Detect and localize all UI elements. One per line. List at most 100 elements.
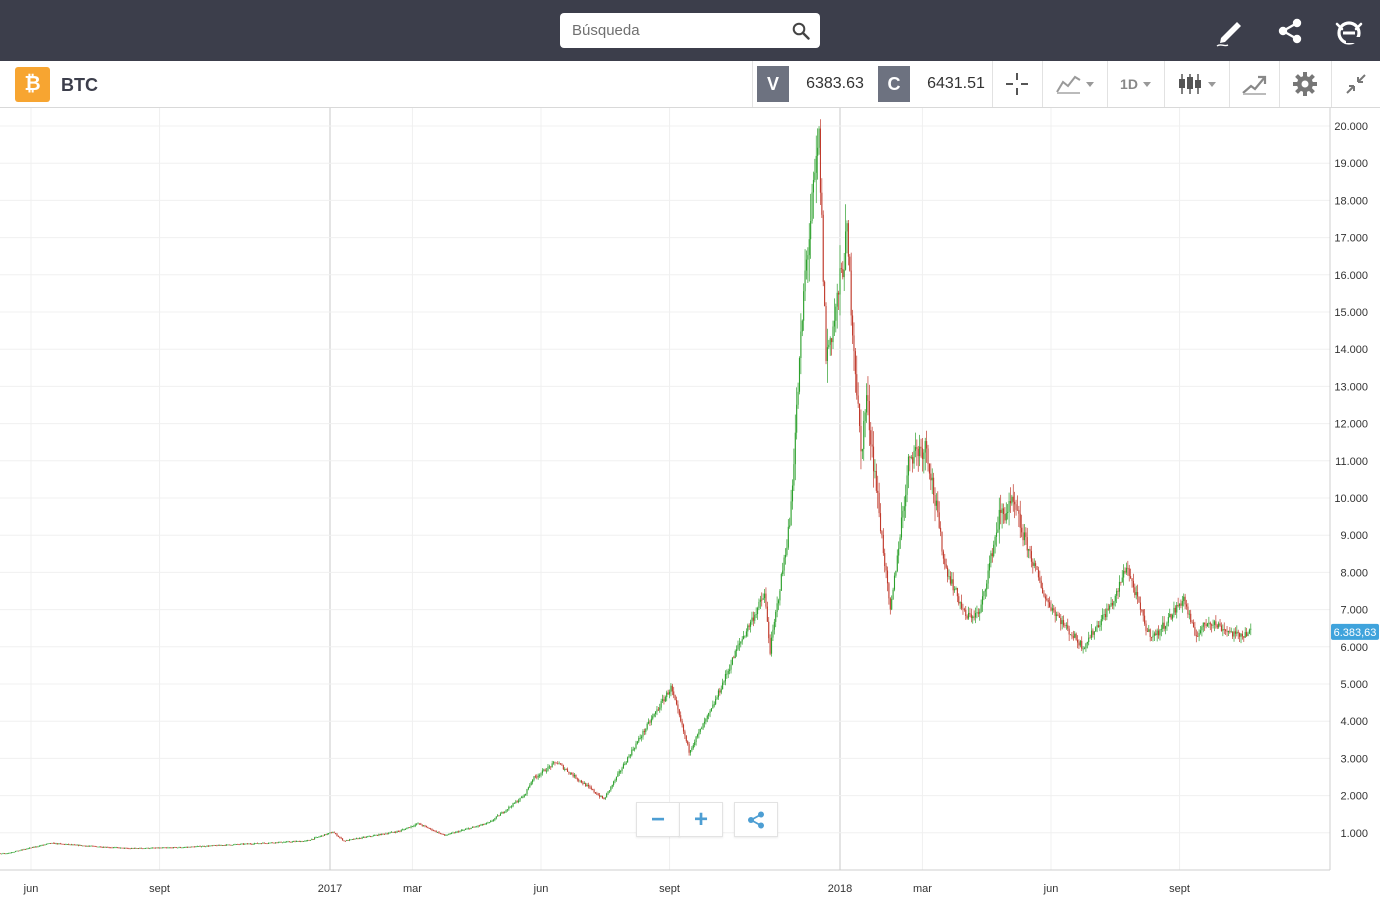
buy-price[interactable]: 6431.51 bbox=[927, 75, 985, 92]
candle-body bbox=[544, 769, 546, 772]
zoom-out-button[interactable]: − bbox=[636, 802, 680, 837]
candle-body bbox=[608, 790, 611, 792]
candle-body bbox=[696, 734, 699, 737]
candle-body bbox=[632, 749, 634, 751]
etoro-logo-icon[interactable] bbox=[1330, 12, 1368, 50]
candle-body bbox=[642, 731, 644, 737]
candle-body bbox=[0, 853, 1, 855]
candle-body bbox=[526, 789, 528, 795]
candle-body bbox=[135, 847, 137, 849]
candle-body bbox=[1160, 628, 1162, 630]
candle-body bbox=[248, 843, 250, 845]
sell-price[interactable]: 6383.63 bbox=[806, 75, 864, 92]
candle-body bbox=[360, 837, 362, 839]
candle-body bbox=[660, 701, 662, 708]
candle-body bbox=[323, 834, 325, 836]
candle-body bbox=[980, 604, 982, 612]
candle-body bbox=[84, 845, 87, 847]
candle-body bbox=[812, 179, 815, 193]
candle-body bbox=[38, 845, 40, 847]
candle-body bbox=[546, 770, 548, 772]
candlestick-icon bbox=[1179, 74, 1201, 94]
candle-body bbox=[1151, 636, 1153, 638]
candle-body bbox=[1213, 621, 1216, 625]
x-tick-label: sept bbox=[659, 883, 680, 895]
search-icon[interactable] bbox=[792, 22, 810, 40]
share-icon[interactable] bbox=[1271, 12, 1309, 50]
search-box[interactable] bbox=[560, 13, 820, 48]
candle-body bbox=[850, 270, 852, 316]
chart-share-button[interactable] bbox=[734, 802, 778, 837]
candle-body bbox=[1030, 551, 1032, 562]
candle-body bbox=[10, 852, 12, 854]
crosshair-icon bbox=[1006, 73, 1028, 95]
candle-body bbox=[315, 837, 317, 838]
candle-body bbox=[122, 847, 124, 849]
candle-body bbox=[44, 844, 46, 846]
candle-body bbox=[69, 844, 71, 846]
candle-body bbox=[611, 784, 613, 787]
candle-body bbox=[309, 840, 311, 841]
candle-body bbox=[596, 793, 598, 795]
settings-button[interactable] bbox=[1280, 61, 1330, 107]
candle-body bbox=[973, 616, 975, 618]
x-axis-labels: marjunsept2017marjunsept2018marjunsept bbox=[23, 883, 1190, 895]
candle-body bbox=[991, 553, 993, 557]
crosshair-button[interactable] bbox=[993, 61, 1041, 107]
zoom-in-button[interactable]: + bbox=[679, 802, 723, 837]
candle-body bbox=[821, 192, 823, 215]
drawing-tools-button[interactable] bbox=[1230, 61, 1278, 107]
candle-body bbox=[1058, 615, 1060, 618]
candle-body bbox=[181, 847, 183, 849]
candle-body bbox=[734, 651, 736, 659]
candle-body bbox=[673, 691, 675, 696]
candle-body bbox=[604, 797, 606, 799]
candle-body bbox=[273, 842, 275, 844]
candle-body bbox=[424, 825, 426, 827]
candle-body bbox=[142, 848, 144, 850]
candle-body bbox=[585, 783, 587, 787]
chart-type-button[interactable] bbox=[1165, 61, 1228, 107]
candle-body bbox=[770, 637, 773, 654]
candle-body bbox=[1205, 624, 1207, 627]
search-input[interactable] bbox=[560, 13, 785, 48]
pencil-icon[interactable] bbox=[1211, 12, 1249, 50]
candle-body bbox=[1246, 632, 1248, 636]
candle-body bbox=[661, 699, 664, 702]
toolbar-divider bbox=[1164, 61, 1165, 107]
candle-body bbox=[82, 845, 84, 847]
candle-body bbox=[136, 848, 138, 850]
candle-body bbox=[1236, 631, 1238, 634]
candle-body bbox=[1, 853, 3, 855]
candle-body bbox=[1155, 633, 1157, 636]
timeframe-select[interactable]: 1D bbox=[1108, 61, 1163, 107]
candle-body bbox=[1114, 595, 1116, 602]
candle-body bbox=[416, 823, 418, 825]
candle-body bbox=[233, 844, 235, 846]
sell-label[interactable]: V bbox=[757, 66, 789, 102]
bitcoin-logo-icon: ₿ bbox=[15, 67, 50, 102]
collapse-button[interactable] bbox=[1332, 61, 1380, 107]
buy-label[interactable]: C bbox=[878, 66, 910, 102]
compare-button[interactable] bbox=[1043, 61, 1106, 107]
candle-body bbox=[1011, 496, 1013, 504]
price-chart[interactable]: 1.000 2.000 3.000 4.000 5.000 6.000 7.000 8.000… bbox=[0, 108, 1380, 902]
candle-body bbox=[418, 823, 420, 825]
candle-body bbox=[133, 847, 135, 849]
candle-body bbox=[1209, 622, 1211, 625]
candle-body bbox=[3, 853, 5, 855]
candle-body bbox=[621, 768, 623, 771]
candle-body bbox=[117, 847, 119, 849]
candle-body bbox=[414, 824, 416, 826]
candle-body bbox=[945, 564, 947, 568]
candle-body bbox=[1192, 622, 1195, 628]
candle-body bbox=[253, 843, 256, 845]
y-axis-labels: 1.000 2.000 3.000 4.000 5.000 6.000 7.000 8.000… bbox=[1334, 121, 1368, 840]
candle-body bbox=[497, 815, 499, 817]
candle-body bbox=[893, 575, 896, 590]
candle-body bbox=[1180, 603, 1182, 606]
candle-body bbox=[209, 845, 211, 847]
candle-body bbox=[1204, 622, 1206, 625]
candle-body bbox=[471, 826, 474, 828]
candle-body bbox=[833, 320, 835, 327]
